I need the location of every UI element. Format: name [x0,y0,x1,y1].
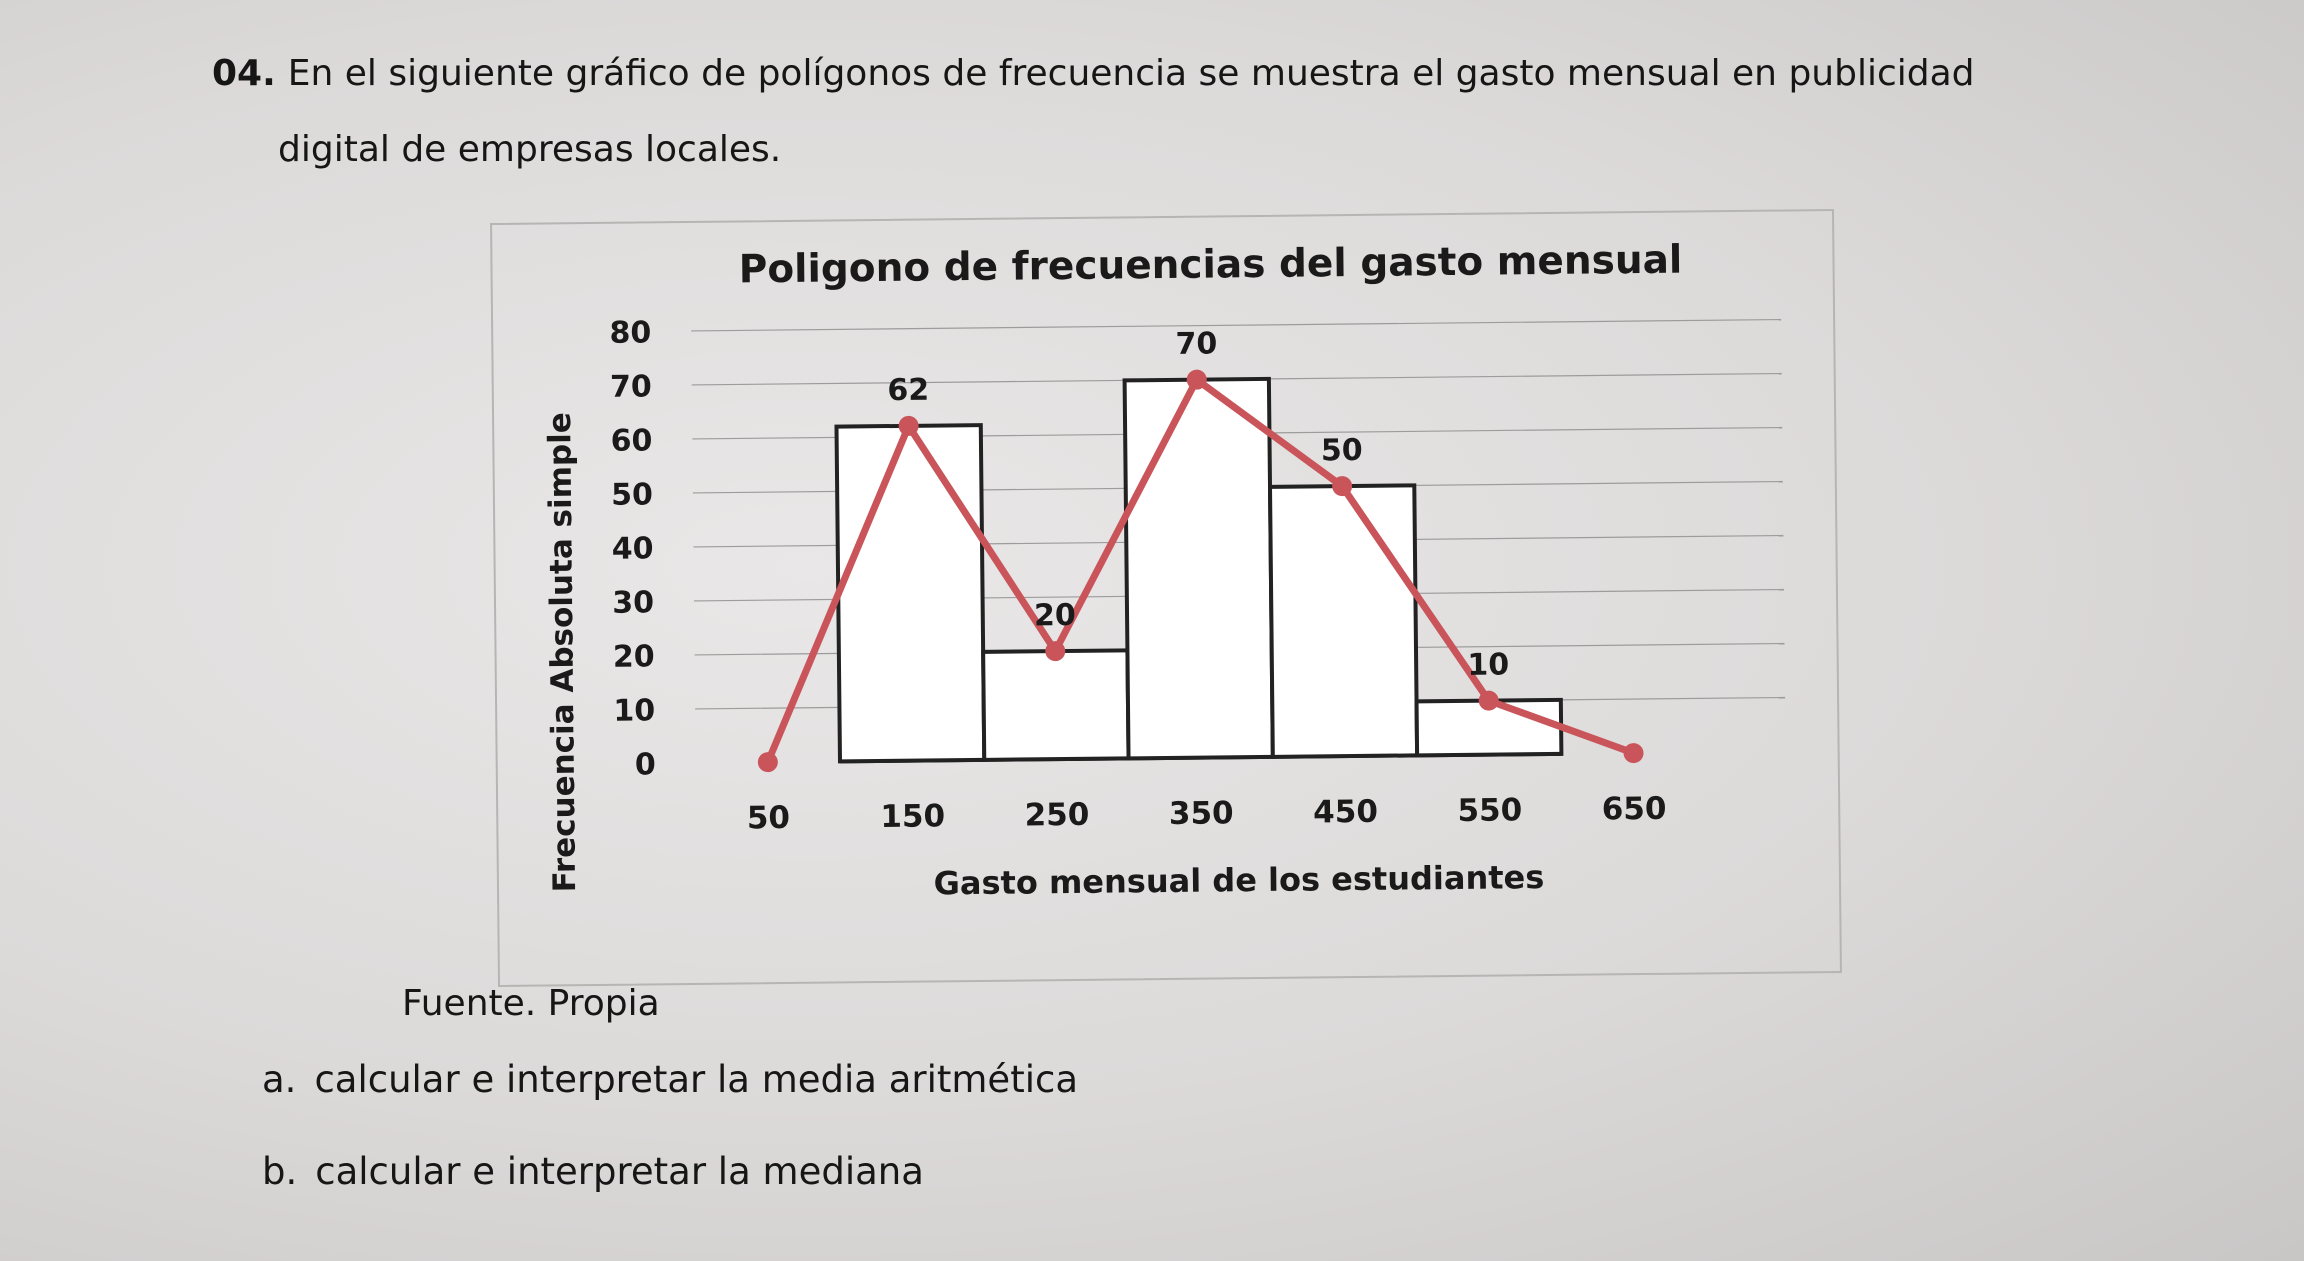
task-a-letter: a. [262,1058,297,1101]
bar-250 [981,648,1131,762]
problem-statement-line-2: digital de empresas locales. [278,129,782,170]
polygon-point-150 [898,415,919,436]
x-tick-150: 150 [880,798,945,835]
problem-number: 04. [212,53,276,94]
gridline-80 [691,318,1782,332]
y-tick-50: 50 [611,477,653,512]
bar-350 [1122,376,1275,761]
chart-root: Poligono de frecuencias del gasto mensua… [542,238,1786,902]
task-a-text: calcular e interpretar la media aritméti… [314,1058,1078,1101]
data-label-150: 62 [887,373,929,408]
histogram-bars [834,376,1564,764]
x-tick-550: 550 [1457,792,1522,829]
x-tick-labels: 50 150 250 350 450 550 650 [747,791,1667,837]
polygon-point-50 [757,752,778,773]
polygon-point-450 [1332,476,1353,497]
polygon-point-250 [1045,641,1066,662]
task-b-text: calcular e interpretar la mediana [315,1150,924,1193]
data-label-450: 50 [1321,433,1363,468]
task-b: b. calcular e interpretar la mediana [262,1150,924,1193]
x-tick-450: 450 [1313,794,1378,831]
x-axis-label: Gasto mensual de los estudiantes [933,858,1544,902]
y-tick-0: 0 [635,747,656,782]
polygon-point-650 [1623,743,1644,764]
y-tick-30: 30 [612,585,654,620]
x-tick-250: 250 [1024,797,1089,834]
y-tick-labels: 0 10 20 30 40 50 60 70 80 [609,315,656,782]
source-note: Fuente. Propia [402,983,660,1024]
task-a: a. calcular e interpretar la media aritmé… [262,1058,1078,1101]
data-labels: 62 20 70 50 10 [887,326,1509,682]
y-tick-80: 80 [609,315,651,350]
task-b-letter: b. [262,1150,298,1193]
y-tick-10: 10 [613,693,655,728]
problem-statement: 04. En el siguiente gráfico de polígonos … [212,36,2012,188]
y-tick-70: 70 [610,369,652,404]
polygon-point-550 [1478,690,1499,711]
frequency-polygon-chart: Poligono de frecuencias del gasto mensua… [542,238,1786,902]
y-tick-20: 20 [613,639,655,674]
data-label-250: 20 [1034,598,1076,633]
frequency-polygon [757,369,1644,773]
x-tick-350: 350 [1169,795,1234,832]
polygon-point-350 [1186,369,1207,390]
x-tick-50: 50 [747,800,791,836]
bar-150 [834,423,987,764]
bar-450 [1267,483,1420,759]
y-tick-60: 60 [610,423,652,458]
chart-title: Poligono de frecuencias del gasto mensua… [739,238,1683,293]
data-label-350: 70 [1175,326,1217,361]
x-tick-650: 650 [1602,791,1667,828]
y-tick-40: 40 [612,531,654,566]
y-axis-label: Frecuencia Absoluta simple [542,412,583,892]
problem-statement-line-1: En el siguiente gráfico de polígonos de … [287,53,1975,94]
data-label-550: 10 [1467,647,1509,682]
